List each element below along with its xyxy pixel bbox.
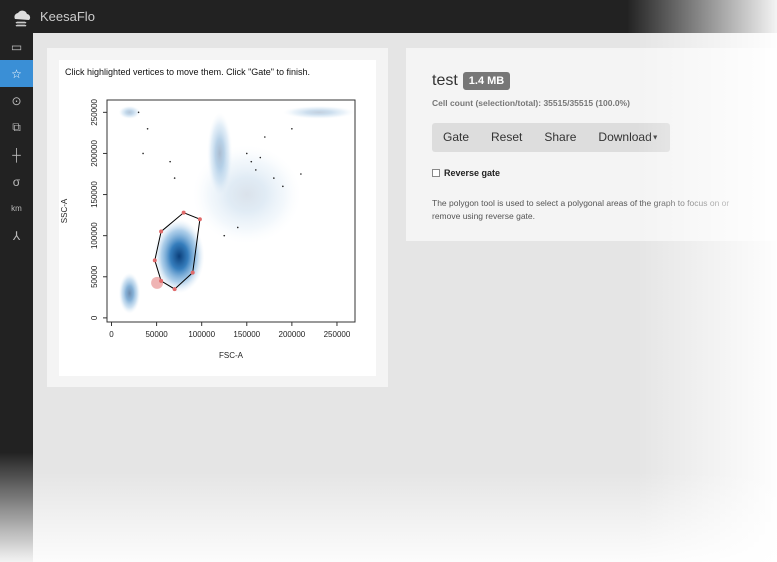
info-panel: test 1.4 MB Cell count (selection/total)… [406,48,777,241]
y-tick-label: 100000 [90,222,99,249]
scatter-point [300,173,302,175]
kmeans-tool-icon: km [11,204,22,213]
plot-area: Click highlighted vertices to move them.… [59,60,376,376]
action-button-group: Gate Reset Share Download▼ [432,123,670,152]
plot-frame [106,99,356,323]
density-blob [153,219,205,294]
plot-instructions: Click highlighted vertices to move them.… [65,67,310,77]
scatter-point [259,156,262,159]
x-tick-label: 250000 [324,330,351,339]
axes-tool-button[interactable]: ⅄ [0,222,33,249]
gate-button[interactable]: Gate [443,130,470,144]
cloud-logo-icon[interactable] [8,3,36,31]
polygon-tool-icon: ☆ [11,66,22,81]
scatter-point [255,169,257,171]
help-text: The polygon tool is used to select a pol… [432,198,730,221]
file-title: test [432,72,458,89]
x-tick-label: 0 [109,330,114,339]
file-size-badge: 1.4 MB [462,72,511,90]
density-blob [118,105,141,119]
x-tick-label: 150000 [233,330,260,339]
scatter-point [169,160,171,163]
gate-vertex [159,229,164,234]
rectangle-tool-button[interactable]: ▭ [0,33,33,60]
navbar-fade [627,0,777,33]
scatter-point [264,136,266,138]
scatter-point [273,177,275,179]
layers-tool-icon: ⧉ [12,120,21,134]
axes-tool-icon: ⅄ [12,228,21,243]
download-label: Download [598,130,652,144]
top-navbar: KeesaFlo [0,0,777,33]
density-blob [118,272,141,314]
scatter-point [146,127,149,130]
cell-count: Cell count (selection/total): 35515/3551… [432,98,630,108]
quadrant-tool-button[interactable]: ┼ [0,141,33,168]
quadrant-tool-icon: ┼ [12,147,21,162]
y-tick-label: 150000 [90,181,99,208]
x-tick-label: 100000 [188,330,215,339]
scatter-point [223,234,226,237]
polygon-tool-button[interactable]: ☆ [0,60,33,87]
tool-sidebar: ▭ ☆ ⊙ ⧉ ┼ σ km ⅄ [0,33,33,562]
kmeans-tool-button[interactable]: km [0,195,33,222]
scatter-point [291,127,293,130]
gate-vertex [152,258,157,263]
y-tick-label: 200000 [90,140,99,167]
scatter-point [173,177,176,179]
layers-tool-button[interactable]: ⧉ [0,114,33,141]
plot-panel: Click highlighted vertices to move them.… [47,48,388,387]
oval-tool-icon: ⊙ [11,93,22,108]
share-button[interactable]: Share [544,130,577,144]
scatter-point [250,160,253,163]
density-plot[interactable]: 0 50000 100000 150000 200000 250000 0 50000 1000… [59,82,376,374]
scatter-point [142,152,144,155]
oval-tool-button[interactable]: ⊙ [0,87,33,114]
reverse-gate-checkbox[interactable] [432,169,440,177]
sigma-tool-button[interactable]: σ [0,168,33,195]
scatter-point [245,152,248,155]
x-axis-label: FSC-A [219,351,244,360]
density-blob [192,145,301,244]
scatter-point [137,111,140,114]
reset-button[interactable]: Reset [491,130,523,144]
scatter-point [236,226,239,229]
gate-vertex [190,270,195,275]
density-blob [282,105,355,119]
y-tick-label: 50000 [90,265,99,288]
highlighted-vertex [151,276,164,289]
gate-vertex [172,287,177,292]
download-button[interactable]: Download▼ [587,123,669,152]
sidebar-fade [0,452,33,562]
caret-down-icon: ▼ [651,134,659,142]
y-tick-label: 250000 [90,98,99,125]
y-tick-label: 0 [90,315,99,320]
reverse-gate-label: Reverse gate [444,168,501,178]
gate-vertex [197,217,202,222]
scatter-point [282,185,284,188]
gate-polygon [154,212,201,290]
title-row: test 1.4 MB [432,72,511,90]
app-brand[interactable]: KeesaFlo [40,9,95,24]
x-tick-label: 50000 [145,330,168,339]
rectangle-tool-icon: ▭ [10,39,23,54]
x-tick-label: 200000 [279,330,306,339]
reverse-gate-option[interactable]: Reverse gate [432,168,500,178]
sigma-tool-icon: σ [12,174,21,189]
bottom-fade [33,472,777,562]
y-axis-label: SSC-A [60,198,69,223]
gate-vertex [181,210,186,215]
